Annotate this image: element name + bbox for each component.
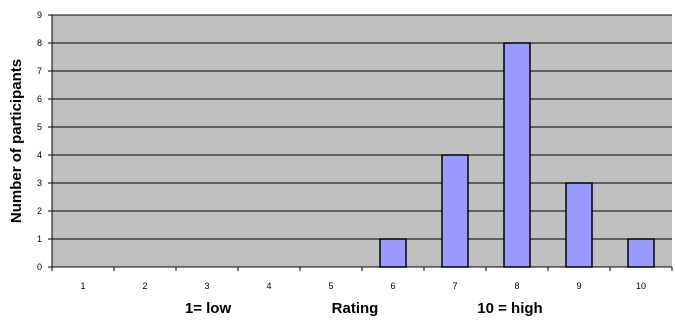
x-tick-label: 2 [142, 281, 147, 291]
x-axis-ticks: 1 2 3 4 5 6 7 8 9 10 [51, 267, 673, 291]
x-tick-label: 9 [576, 281, 581, 291]
y-axis-label: Number of participants [8, 59, 25, 223]
x-tick-label: 1 [80, 281, 85, 291]
x-tick-label: 3 [204, 281, 209, 291]
bar-rating-8 [503, 42, 531, 268]
y-tick-label: 5 [37, 122, 42, 132]
bars [379, 42, 655, 268]
y-tick-label: 8 [37, 38, 42, 48]
y-tick-label: 9 [37, 10, 42, 20]
x-tick-label: 6 [390, 281, 395, 291]
bar-rating-10 [627, 238, 655, 268]
x-tick-label: 10 [636, 281, 646, 291]
y-tick-label: 1 [37, 234, 42, 244]
y-tick-label: 2 [37, 206, 42, 216]
y-tick-label: 4 [37, 150, 42, 160]
gridlines [52, 14, 672, 240]
x-tick-label: 4 [266, 281, 271, 291]
y-tick-label: 7 [37, 66, 42, 76]
bar-rating-9 [565, 182, 593, 268]
y-axis-ticks: 0 1 2 3 4 5 6 7 8 9 [37, 10, 52, 272]
y-tick-label: 0 [37, 262, 42, 272]
x-tick-label: 8 [514, 281, 519, 291]
y-tick-label: 3 [37, 178, 42, 188]
x-axis-label-rating: Rating [332, 300, 379, 317]
x-axis-label-high: 10 = high [477, 300, 542, 317]
bar-rating-7 [441, 154, 469, 268]
bar-rating-6 [379, 238, 407, 268]
x-tick-label: 5 [328, 281, 333, 291]
y-tick-label: 6 [37, 94, 42, 104]
x-axis-label-low: 1= low [185, 300, 232, 317]
x-tick-label: 7 [452, 281, 457, 291]
